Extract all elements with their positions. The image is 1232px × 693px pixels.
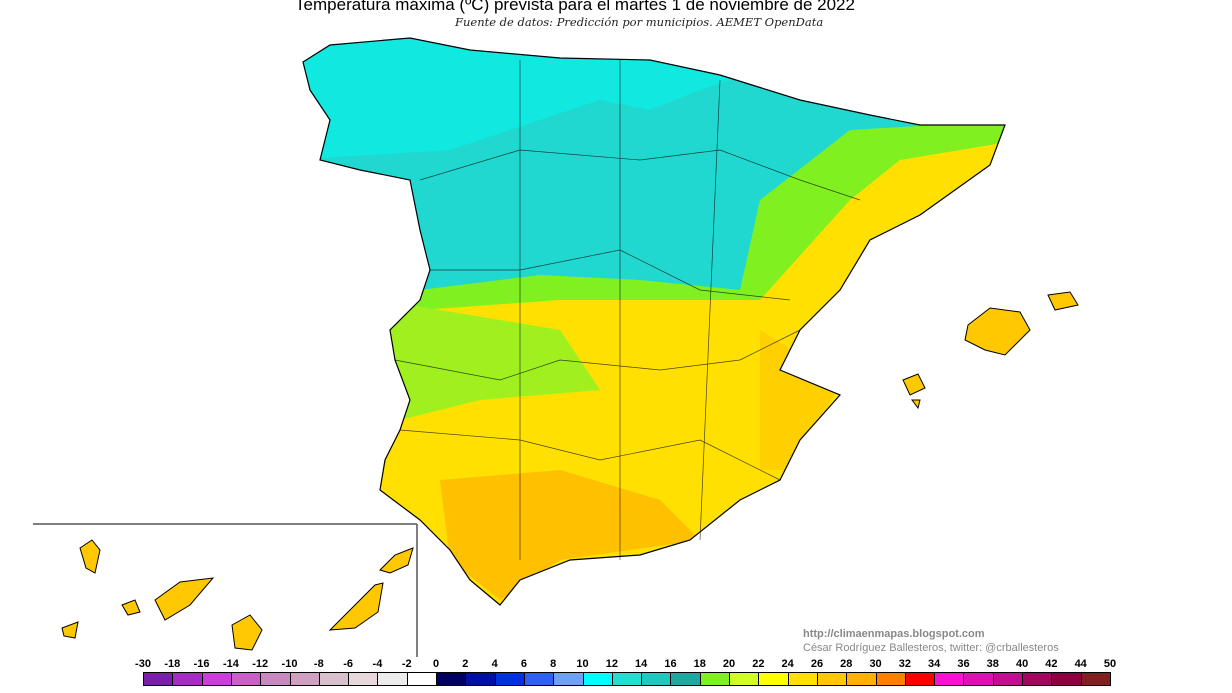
legend-label: 28 [840, 658, 853, 670]
legend-swatch [641, 672, 672, 686]
legend-label: -16 [193, 658, 210, 670]
legend-label: 30 [869, 658, 882, 670]
legend-swatch [670, 672, 701, 686]
legend-label: 16 [664, 658, 677, 670]
legend-label: 8 [550, 658, 557, 670]
legend-swatch [758, 672, 789, 686]
legend-swatch [582, 672, 613, 686]
legend-swatch [553, 672, 584, 686]
legend-swatch [963, 672, 994, 686]
legend-swatch [230, 672, 262, 686]
legend-swatch [289, 672, 320, 686]
legend-label: -18 [164, 658, 181, 670]
credits: http://climaenmapas.blogspot.com César R… [803, 627, 1059, 655]
legend-swatch [406, 672, 438, 686]
balearic-islands [902, 291, 1079, 410]
legend-label: 12 [605, 658, 618, 670]
legend-swatch [934, 672, 965, 686]
canary-islands [61, 539, 414, 651]
legend-label: 18 [693, 658, 706, 670]
legend-swatch [787, 672, 818, 686]
legend-label: -30 [135, 658, 151, 670]
province-borders [394, 60, 861, 560]
legend-swatch [494, 672, 525, 686]
legend-swatch [992, 672, 1024, 686]
legend-label: 14 [635, 658, 648, 670]
legend-label: 34 [928, 658, 941, 670]
legend-label: 6 [520, 658, 527, 670]
legend-label: 22 [752, 658, 765, 670]
legend-label: -6 [343, 658, 353, 670]
legend-swatch [201, 672, 232, 686]
legend-swatch [172, 672, 203, 686]
legend-swatch [465, 672, 496, 686]
legend-swatch [611, 672, 643, 686]
legend-swatch [875, 672, 906, 686]
legend-label: 20 [722, 658, 736, 670]
legend-swatch [523, 672, 555, 686]
map-subtitle: Fuente de datos: Predicción por municipi… [455, 15, 824, 29]
legend-swatch [904, 672, 936, 686]
legend-swatch [436, 672, 467, 686]
legend-label: 24 [781, 658, 794, 670]
credits-author: César Rodríguez Ballesteros, twitter: @c… [803, 642, 1059, 654]
legend-label: 2 [462, 658, 469, 670]
legend-label: -4 [372, 658, 383, 670]
credits-url[interactable]: http://climaenmapas.blogspot.com [803, 628, 985, 640]
legend-swatch [1051, 672, 1082, 686]
legend-label: -8 [313, 658, 324, 670]
legend-label: 44 [1074, 658, 1087, 670]
legend-label: 0 [432, 658, 440, 670]
legend-swatch [143, 672, 174, 686]
legend-swatch [377, 672, 408, 686]
legend-swatch [699, 672, 731, 686]
legend-swatch [1022, 672, 1053, 686]
peninsula-outline [302, 37, 1006, 606]
legend-label: 40 [1015, 658, 1029, 670]
legend-label: -14 [222, 658, 239, 670]
legend-swatch [1080, 672, 1111, 686]
legend-label: 50 [1103, 658, 1117, 670]
legend-label: 26 [810, 658, 824, 670]
legend-label: -12 [252, 658, 269, 670]
legend-swatch [318, 672, 350, 686]
legend-swatch [846, 672, 877, 686]
legend-label: -10 [281, 658, 298, 670]
map-title: Temperatura máxima (ºC) prevista para el… [295, 0, 855, 14]
legend-swatch [260, 672, 291, 686]
color-legend: -30 -18 -16 -14 -12 -10 -8 -6 -4 -2 0 2 4 6 8 10 12 14 16 1… [0, 656, 1232, 693]
legend-label: 42 [1045, 658, 1058, 670]
peninsula [303, 38, 1005, 605]
legend-swatch [816, 672, 848, 686]
legend-label: 4 [491, 658, 498, 670]
legend-label: 38 [986, 658, 999, 670]
legend-label: 10 [576, 658, 589, 670]
legend-swatch [729, 672, 760, 686]
legend-label: 32 [898, 658, 911, 670]
legend-label: -2 [401, 658, 412, 670]
canary-inset-frame [33, 523, 418, 657]
legend-label: 36 [957, 658, 970, 670]
legend-swatch [348, 672, 379, 686]
